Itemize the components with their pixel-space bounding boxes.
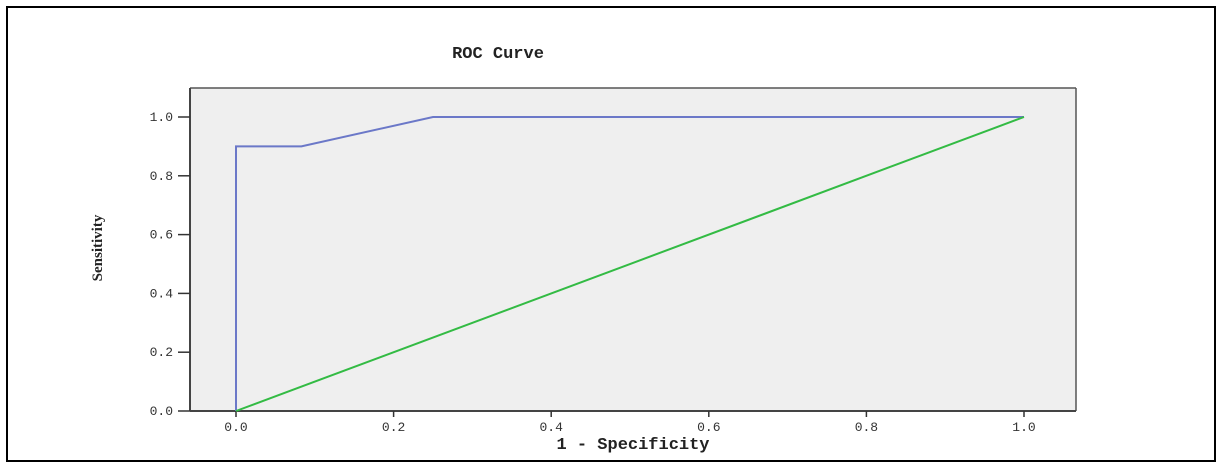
chart-title: ROC Curve — [452, 45, 544, 64]
x-tick-label: 0.2 — [382, 420, 405, 435]
roc-curve-line — [235, 116, 1024, 411]
y-tick-label: 0.8 — [150, 169, 173, 184]
chart-frame: ROC Curve 0.0 0.2 0.4 0.6 0.8 1.0 0.0 0.2 0.4 0.6… — [6, 6, 1216, 462]
x-axis-label: 1 - Specificity — [556, 436, 709, 455]
x-tick-label: 1.0 — [1012, 420, 1035, 435]
y-tick-label: 0.2 — [150, 345, 173, 360]
x-tick-label: 0.6 — [697, 420, 720, 435]
y-axis-label: Sensitivity — [90, 214, 106, 281]
y-tick-label: 0.6 — [150, 228, 173, 243]
plot-area — [190, 88, 1076, 411]
x-tick-label: 0.8 — [855, 420, 878, 435]
x-tick-label: 0.0 — [224, 420, 247, 435]
reference-diagonal-line — [235, 116, 1025, 412]
y-tick-label: 0.0 — [150, 404, 173, 419]
roc-chart: ROC Curve 0.0 0.2 0.4 0.6 0.8 1.0 0.0 0.2 0.4 0.6… — [90, 45, 1077, 455]
x-tick-label: 0.4 — [539, 420, 563, 435]
y-tick-label: 0.4 — [150, 286, 174, 301]
axis-ticks: 0.0 0.2 0.4 0.6 0.8 1.0 0.0 0.2 0.4 0.6 0.8 1.0 — [150, 110, 1036, 435]
series-layer — [235, 116, 1025, 412]
y-tick-label: 1.0 — [150, 110, 173, 125]
